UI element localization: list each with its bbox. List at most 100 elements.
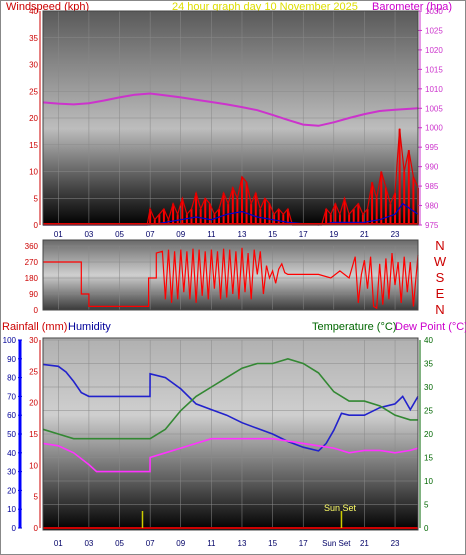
humidity-y-tick-label: 40 — [7, 449, 16, 458]
wind_avg-line — [43, 202, 419, 226]
temp-y-tick-label: 15 — [424, 454, 433, 463]
rain-y-tick-label: 0 — [34, 524, 39, 533]
compass-label: N — [435, 238, 444, 253]
wind-y-tick-label: 30 — [29, 61, 38, 70]
temp-y-tick-label: 35 — [424, 360, 433, 369]
wind-y-tick-label: 5 — [34, 194, 39, 203]
wind-y-tick-label: 25 — [29, 87, 38, 96]
temp-series — [42, 357, 419, 529]
direction-series — [43, 247, 419, 310]
baro-y-tick-label: 1005 — [425, 104, 443, 113]
wind-y-tick-label: 10 — [29, 168, 38, 177]
direction-panel-border — [42, 239, 419, 311]
baro-y-tick-label: 980 — [425, 202, 439, 211]
baro-y-tick-label: 1015 — [425, 65, 443, 74]
humidity-y-tick-label: 100 — [3, 336, 17, 345]
wind-y-tick-label: 40 — [29, 7, 38, 16]
temp-x-tick-label: 05 — [115, 539, 124, 548]
wind-x-tick-label: 23 — [391, 230, 400, 239]
temp-y-tick-label: 30 — [424, 383, 433, 392]
graph-date-title: 24 hour graph day 10 November 2025 — [172, 1, 358, 13]
direction-y-tick-label: 90 — [29, 290, 38, 299]
wind-y-tick-label: 35 — [29, 34, 38, 43]
temp-x-tick-label: Sun — [322, 539, 336, 548]
temp-y-tick-label: 25 — [424, 407, 433, 416]
temp-x-tick-label: 07 — [146, 539, 155, 548]
rain-y-tick-label: 5 — [34, 493, 39, 502]
wind-x-tick-label: 05 — [115, 230, 124, 239]
wind-x-tick-label: 09 — [176, 230, 185, 239]
temperature-label: Temperature (°C) — [312, 321, 396, 333]
temp-y-tick-label: 5 — [424, 501, 429, 510]
wind-x-tick-label: 01 — [54, 230, 63, 239]
temperature-line — [42, 357, 418, 440]
baro-y-tick-label: 1025 — [425, 26, 443, 35]
temp-x-tick-label: 01 — [54, 539, 63, 548]
rain-y-tick-label: 10 — [29, 461, 38, 470]
baro-y-tick-label: 975 — [425, 221, 439, 230]
temp-x-tick-label: 09 — [176, 539, 185, 548]
wind-x-tick-label: 11 — [207, 230, 216, 239]
humidity-y-tick-label: 10 — [7, 505, 16, 514]
wind-line — [43, 128, 419, 226]
baro-y-tick-label: 1020 — [425, 46, 443, 55]
compass-label: N — [435, 302, 444, 317]
wind-x-tick-label: 21 — [360, 230, 369, 239]
temp-y-tick-label: 0 — [424, 524, 429, 533]
humidity-label: Humidity — [68, 321, 111, 333]
dewpoint-label: Dew Point (°C) — [395, 321, 466, 333]
wind-series — [42, 92, 419, 226]
direction-y-tick-label: 0 — [34, 306, 39, 315]
rain-y-tick-label: 30 — [29, 336, 38, 345]
humidity-y-tick-label: 80 — [7, 374, 16, 383]
wind-x-tick-label: 07 — [146, 230, 155, 239]
temp-x-tick-label: 23 — [391, 539, 400, 548]
temp-x-tick-label: 21 — [360, 539, 369, 548]
humidity-line — [42, 363, 419, 452]
direction-line — [43, 247, 419, 310]
humidity-y-tick-label: 30 — [7, 468, 16, 477]
humidity-y-tick-label: 90 — [7, 355, 16, 364]
axes: 0510152025303540975980985990995100010051… — [3, 7, 447, 548]
wind-x-tick-label: 19 — [329, 230, 338, 239]
humidity-y-tick-label: 60 — [7, 411, 16, 420]
barometer-line — [42, 92, 419, 127]
sunset-annotation: Sun Set — [324, 503, 357, 513]
rain-y-tick-label: 20 — [29, 399, 38, 408]
wind-panel-border — [42, 10, 419, 226]
windspeed-title: Windspeed (kph) — [6, 1, 89, 13]
direction-panel-bg — [43, 240, 418, 310]
wind-x-tick-label: 17 — [299, 230, 308, 239]
temp-panel-border — [42, 337, 419, 531]
baro-y-tick-label: 1010 — [425, 85, 443, 94]
direction-y-tick-label: 360 — [25, 242, 39, 251]
temp-y-tick-label: 20 — [424, 430, 433, 439]
temp-y-tick-label: 40 — [424, 336, 433, 345]
humidity-y-tick-label: 70 — [7, 392, 16, 401]
temp-grid — [43, 339, 418, 529]
temp-x-tick-label: 17 — [299, 539, 308, 548]
barometer-title: Barometer (hpa) — [372, 1, 452, 13]
baro-y-tick-label: 985 — [425, 182, 439, 191]
compass-label: S — [436, 270, 445, 285]
humidity-y-tick-label: 0 — [12, 524, 17, 533]
humidity-y-tick-label: 50 — [7, 430, 16, 439]
humidity-y-tick-label: 20 — [7, 486, 16, 495]
temp-x-tick-label: Set — [339, 539, 352, 548]
temp-y-tick-label: 10 — [424, 477, 433, 486]
direction-y-tick-label: 270 — [25, 258, 39, 267]
temp-x-tick-label: 11 — [207, 539, 216, 548]
baro-y-tick-label: 995 — [425, 143, 439, 152]
baro-y-tick-label: 1030 — [425, 7, 443, 16]
rain-y-tick-label: 25 — [29, 367, 38, 376]
rainfall-label: Rainfall (mm) — [2, 321, 67, 333]
temp-x-tick-label: 13 — [238, 539, 247, 548]
baro-y-tick-label: 990 — [425, 163, 439, 172]
rain-y-tick-label: 15 — [29, 430, 38, 439]
wind-x-tick-label: 13 — [238, 230, 247, 239]
direction-y-tick-label: 180 — [25, 274, 39, 283]
baro-y-tick-label: 1000 — [425, 124, 443, 133]
wind-y-tick-label: 0 — [34, 221, 39, 230]
wind-y-tick-label: 15 — [29, 141, 38, 150]
